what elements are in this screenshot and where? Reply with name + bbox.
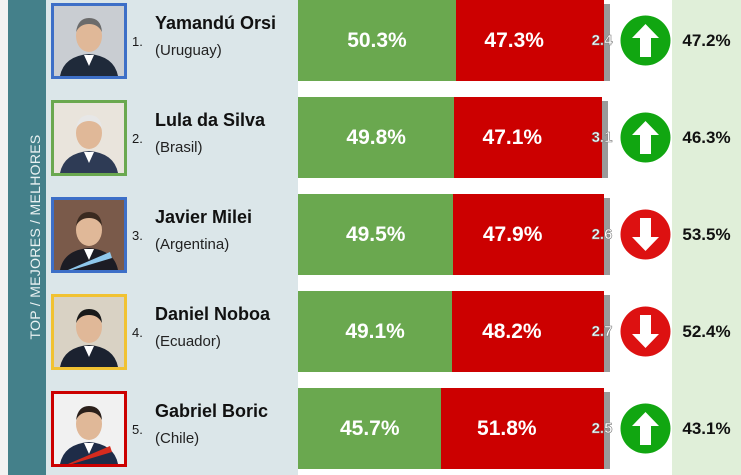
approve-value-label: 50.3% [347, 29, 407, 52]
leader-row: 4. Daniel Noboa (Ecuador) 49.1% 48.2% 2.7 52.4… [0, 291, 741, 375]
leader-country: (Uruguay) [155, 42, 222, 59]
undecided-value-label: 2.4 [591, 32, 613, 50]
previous-value-label: 52.4% [682, 322, 731, 341]
previous-value-label: 53.5% [682, 225, 731, 244]
leader-rank: 5. [132, 422, 143, 437]
leader-photo [51, 197, 127, 273]
arrow-down-shape [632, 315, 659, 348]
leader-name: Yamandú Orsi [155, 13, 277, 33]
undecided-value-label: 2.5 [591, 420, 613, 438]
approve-value-label: 49.5% [345, 223, 406, 246]
undecided-bar [603, 295, 610, 372]
leader-name: Lula da Silva [155, 110, 266, 130]
leader-name: Daniel Noboa [155, 304, 271, 324]
previous-value-label: 47.2% [682, 31, 731, 50]
arrow-up-icon [620, 112, 671, 163]
portrait-icon [54, 394, 124, 464]
arrow-down-icon [620, 306, 671, 357]
leader-name: Javier Milei [155, 207, 253, 227]
disapprove-value-label: 48.2% [482, 320, 542, 343]
disapprove-value-label: 47.9% [482, 223, 543, 246]
disapprove-bar [452, 291, 604, 372]
leader-row: 1. Yamandú Orsi (Uruguay) 50.3% 47.3% 2.4 47.2… [0, 0, 741, 84]
sidebar: TOP / MEJORES / MELHORES [8, 0, 46, 475]
arrow-down-shape [632, 218, 659, 251]
leader-row: 5. Gabriel Boric (Chile) 45.7% 51.8% 2.5 43.1% [0, 388, 741, 472]
arrow-up-shape [632, 24, 659, 57]
approve-value-label: 49.8% [346, 126, 406, 149]
arrow-up-shape [632, 121, 659, 154]
disapprove-bar [441, 388, 605, 469]
leader-photo [51, 391, 127, 467]
undecided-value-label: 2.7 [591, 323, 613, 341]
previous-value-label: 43.1% [682, 419, 731, 438]
undecided-value-label: 3.1 [591, 129, 613, 147]
leader-name: Gabriel Boric [155, 401, 269, 421]
left-edge-strip [0, 0, 8, 475]
portrait-icon [54, 6, 124, 76]
leader-country: (Ecuador) [155, 333, 221, 350]
leader-rank: 1. [132, 34, 143, 49]
arrow-up-icon [620, 403, 671, 454]
leader-photo [51, 294, 127, 370]
undecided-bar [602, 101, 609, 178]
leader-country: (Argentina) [155, 236, 230, 253]
leader-rank: 4. [132, 325, 143, 340]
undecided-bar [604, 4, 611, 81]
disapprove-bar [454, 97, 603, 178]
approve-bar [298, 291, 453, 372]
leader-country: (Brasil) [155, 139, 203, 156]
disapprove-bar [455, 0, 605, 81]
approve-bar [298, 388, 442, 469]
leader-row: 2. Lula da Silva (Brasil) 49.8% 47.1% 3.1 46.3… [0, 97, 741, 181]
undecided-bar [604, 392, 611, 469]
leader-row: 3. Javier Milei (Argentina) 49.5% 47.9% 2.6 53… [0, 194, 741, 278]
disapprove-value-label: 47.1% [482, 126, 543, 149]
leader-photo [51, 3, 127, 79]
approve-value-label: 49.1% [345, 320, 405, 343]
leader-photo [51, 100, 127, 176]
leader-country: (Chile) [155, 430, 200, 447]
portrait-icon [54, 200, 124, 270]
disapprove-bar [453, 194, 604, 275]
approve-bar [298, 194, 454, 275]
undecided-bar [603, 198, 610, 275]
approve-bar [298, 0, 456, 81]
previous-value-label: 46.3% [682, 128, 731, 147]
portrait-icon [54, 103, 124, 173]
undecided-value-label: 2.6 [591, 226, 613, 244]
approve-value-label: 45.7% [339, 417, 400, 440]
previous-value-panel [672, 0, 741, 475]
leader-rank: 3. [132, 228, 143, 243]
leader-rank: 2. [132, 131, 143, 146]
arrow-up-icon [620, 15, 671, 66]
disapprove-value-label: 47.3% [484, 29, 544, 52]
portrait-icon [54, 297, 124, 367]
arrow-down-icon [620, 209, 671, 260]
disapprove-value-label: 51.8% [477, 417, 537, 440]
approve-bar [298, 97, 455, 178]
arrow-up-shape [632, 412, 659, 445]
